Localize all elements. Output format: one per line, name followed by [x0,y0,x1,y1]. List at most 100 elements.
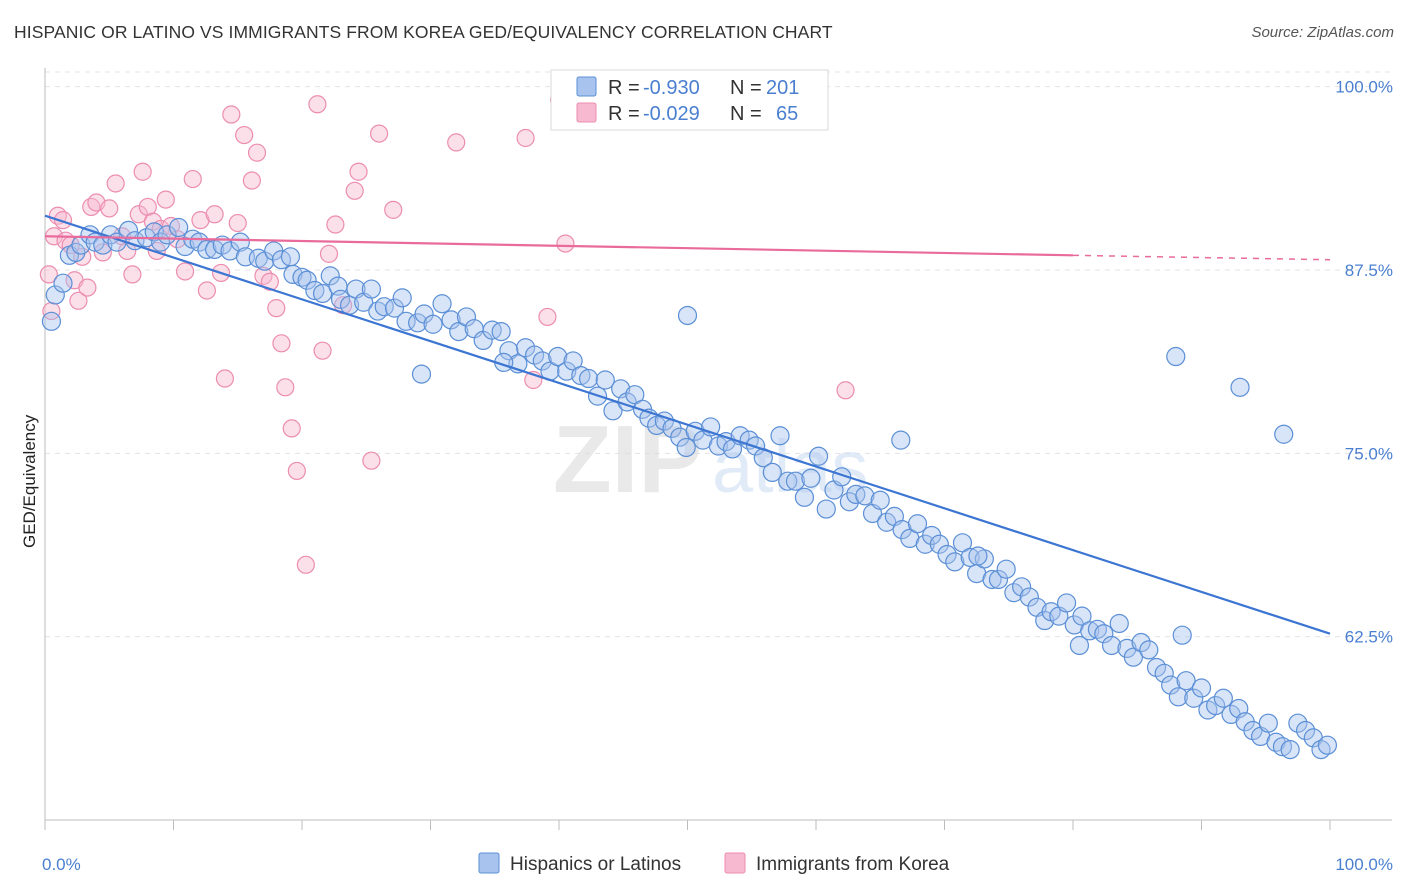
y-tick-labels: 62.5% 75.0% 87.5% 100.0% [1335,78,1393,647]
hispanic-point-127 [1011,577,1032,597]
hispanic-point-144 [1139,640,1159,660]
hispanic-point-172 [891,430,911,450]
korea-point-0 [39,265,58,284]
korea-point-35 [222,105,241,124]
korea-point-51 [326,215,345,234]
hispanic-point-99 [801,468,821,488]
hispanic-point-100 [808,446,829,466]
hispanic-point-21 [197,239,217,260]
korea-point-45 [282,419,301,438]
hispanic-point-52 [432,294,452,314]
hispanic-point-164 [1288,713,1308,733]
korea-point-50 [319,244,339,263]
korea-point-47 [296,555,315,574]
x-tick-label-0: 0.0% [42,855,81,874]
watermark: ZIP atlas [553,406,868,513]
top-legend: R = -0.930 N = 201 R = -0.029 N = 65 [550,69,829,131]
hispanic-point-160 [1258,713,1278,733]
hispanic-point-33 [292,267,312,287]
hispanic-point-128 [1019,587,1039,607]
hispanic-point-133 [1056,593,1077,613]
hispanic-point-64 [532,351,552,371]
hispanic-point-143 [1131,632,1151,653]
hispanic-point-153 [1206,695,1226,716]
korea-point-36 [228,213,247,233]
hispanic-point-116 [929,534,949,554]
korea-point-18 [123,265,142,284]
legend-swatch-blue [576,76,597,97]
hispanic-point-108 [870,490,890,510]
korea-point-10 [78,278,97,297]
x-tick-label-1: 100.0% [1335,855,1393,874]
korea-point-42 [267,299,286,318]
hispanic-point-168 [1317,735,1338,755]
hispanic-point-146 [1154,663,1174,683]
korea-point-37 [235,125,254,145]
hispanic-point-12 [125,231,145,251]
hispanic-point-139 [1101,635,1122,656]
hispanic-point-173 [968,546,988,566]
hispanic-point-20 [189,232,209,252]
hispanic-point-101 [816,499,836,519]
hispanic-point-163 [1280,739,1300,760]
korea-point-38 [242,171,261,190]
hispanic-point-118 [945,552,965,572]
hispanic-point-145 [1146,657,1167,678]
source-label: Source: ZipAtlas.com [1251,24,1394,41]
hispanic-point-8 [93,235,113,255]
chart-title: HISPANIC OR LATINO VS IMMIGRANTS FROM KO… [14,22,833,42]
hispanic-point-175 [1069,635,1090,656]
hispanic-point-18 [175,236,195,257]
korea-point-28 [175,262,195,281]
korea-point-32 [205,205,224,224]
korea-point-57 [384,200,403,219]
korea-point-31 [197,281,217,300]
hispanic-point-113 [907,514,928,534]
hispanic-point-47 [392,288,412,308]
legend-n-value-1: 201 [766,77,799,99]
hispanic-point-51 [423,314,443,334]
legend-r-label-2: R = [608,103,640,125]
hispanic-point-117 [937,544,957,565]
hispanic-point-53 [441,310,461,330]
korea-point-29 [183,169,202,189]
korea-point-41 [260,272,279,291]
trend-lines [44,214,1331,635]
hispanic-point-95 [770,426,790,446]
hispanic-point-35 [305,280,325,301]
y-tick-label-0: 62.5% [1345,628,1393,647]
hispanic-point-149 [1176,671,1196,691]
hispanic-point-25 [230,232,250,252]
y-tick-label-2: 87.5% [1345,261,1393,280]
hispanic-point-162 [1272,737,1293,757]
legend-n-label-1: N = [730,77,762,99]
bottom-legend-label-korea: Immigrants from Korea [756,854,950,875]
korea-point-22 [143,212,163,231]
hispanic-point-151 [1191,678,1212,698]
hispanic-point-176 [1172,625,1192,645]
hispanic-point-2 [53,273,73,293]
hispanic-point-98 [794,487,815,507]
bottom-legend: Hispanics or Latinos Immigrants from Kor… [478,852,950,875]
legend-r-value-2: -0.029 [643,103,700,125]
hispanic-point-11 [118,220,139,240]
korea-point-64 [836,381,855,400]
legend-n-value-2: 65 [776,103,798,125]
hispanic-point-70 [578,368,599,389]
hispanic-point-177 [1230,377,1250,397]
hispanic-point-60 [499,341,519,361]
hispanic-point-106 [855,486,875,506]
hispanic-point-73 [603,401,623,421]
korea-point-43 [272,334,291,353]
hispanic-point-147 [1161,675,1181,695]
korea-point-34 [215,369,234,388]
korea-point-53 [345,181,364,200]
korea-trend-line-extension [1072,254,1331,261]
hispanic-point-126 [1004,583,1024,603]
axes [44,68,1392,830]
hispanic-point-94 [762,462,782,482]
hispanic-point-31 [280,247,301,267]
hispanic-point-97 [785,471,806,491]
watermark-zip: ZIP [553,406,702,513]
